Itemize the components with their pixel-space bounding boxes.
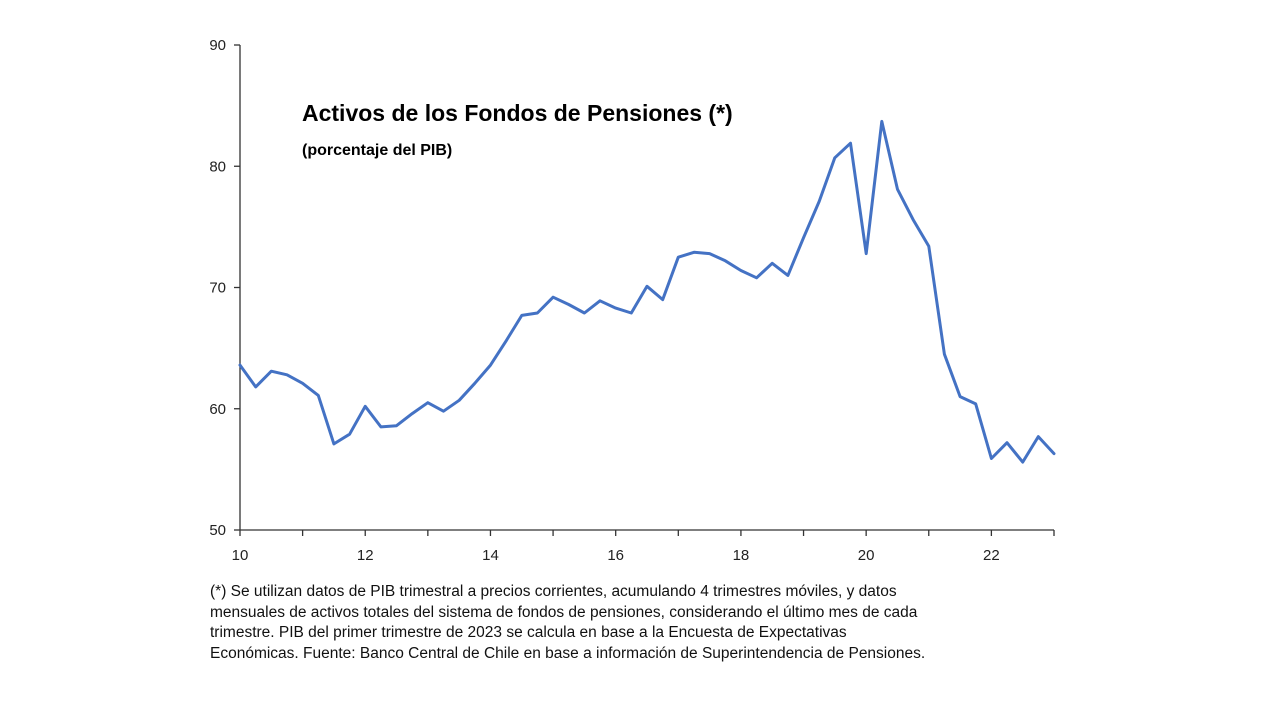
data-point [693,251,695,253]
data-point [536,312,538,314]
data-point [411,412,413,414]
data-point [239,364,241,366]
data-point [646,285,648,287]
data-point [1037,435,1039,437]
data-point [818,200,820,202]
data-point [255,386,257,388]
data-point [849,142,851,144]
y-tick-label: 50 [209,522,226,539]
data-point [583,312,585,314]
data-point [489,364,491,366]
data-point [662,298,664,300]
series-layer [238,119,1056,464]
y-tick-label: 60 [209,401,226,418]
data-point [865,252,867,254]
data-point [270,370,272,372]
footnote: (*) Se utilizan datos de PIB trimestral … [210,582,1050,664]
x-tick-label: 14 [482,547,499,564]
data-point [348,433,350,435]
footnote-line-3: trimestre. PIB del primer trimestre de 2… [210,624,847,641]
x-tick-label: 18 [733,547,750,564]
data-point [395,425,397,427]
data-point [740,269,742,271]
data-point [677,256,679,258]
data-point [427,402,429,404]
x-tick-label: 10 [232,547,249,564]
data-point [458,399,460,401]
data-point [943,353,945,355]
data-point [505,340,507,342]
chart-subtitle: (porcentaje del PIB) [302,142,452,159]
data-point [771,262,773,264]
data-point [975,403,977,405]
data-point [928,245,930,247]
data-point [301,382,303,384]
data-point [630,312,632,314]
data-point [364,405,366,407]
data-point [599,300,601,302]
data-point [912,218,914,220]
data-point [1006,442,1008,444]
footnote-line-4: Económicas. Fuente: Banco Central de Chi… [210,644,926,662]
chart-title: Activos de los Fondos de Pensiones (*) [302,100,733,126]
footnote-line-2: mensuales de activos totales del sistema… [210,603,918,621]
data-point [286,374,288,376]
data-point [317,394,319,396]
data-point [333,443,335,445]
data-point [959,395,961,397]
x-tick-label: 12 [357,547,374,564]
data-point [615,307,617,309]
data-point [474,382,476,384]
x-tick-label: 16 [607,547,624,564]
axes [234,44,1055,536]
data-point [1053,452,1055,454]
data-point [802,237,804,239]
data-point [521,314,523,316]
data-point [568,303,570,305]
data-point [881,120,883,122]
data-point [787,274,789,276]
footnote-line-1: (*) Se utilizan datos de PIB trimestral … [210,583,897,600]
y-tick-label: 80 [209,158,226,175]
data-point [834,157,836,159]
data-point [380,426,382,428]
data-point [990,457,992,459]
data-point [755,277,757,279]
data-point [896,188,898,190]
x-tick-label: 22 [983,547,1000,564]
x-tick-label: 20 [858,547,875,564]
data-point [442,410,444,412]
y-tick-label: 90 [209,37,226,54]
data-point [552,296,554,298]
data-point [708,252,710,254]
tick-labels: 50 60 70 80 90 10 12 14 16 18 20 22 [209,37,999,564]
data-point [724,260,726,262]
data-point [1022,461,1024,463]
y-tick-label: 70 [209,280,226,297]
series-line-0 [238,119,1056,464]
